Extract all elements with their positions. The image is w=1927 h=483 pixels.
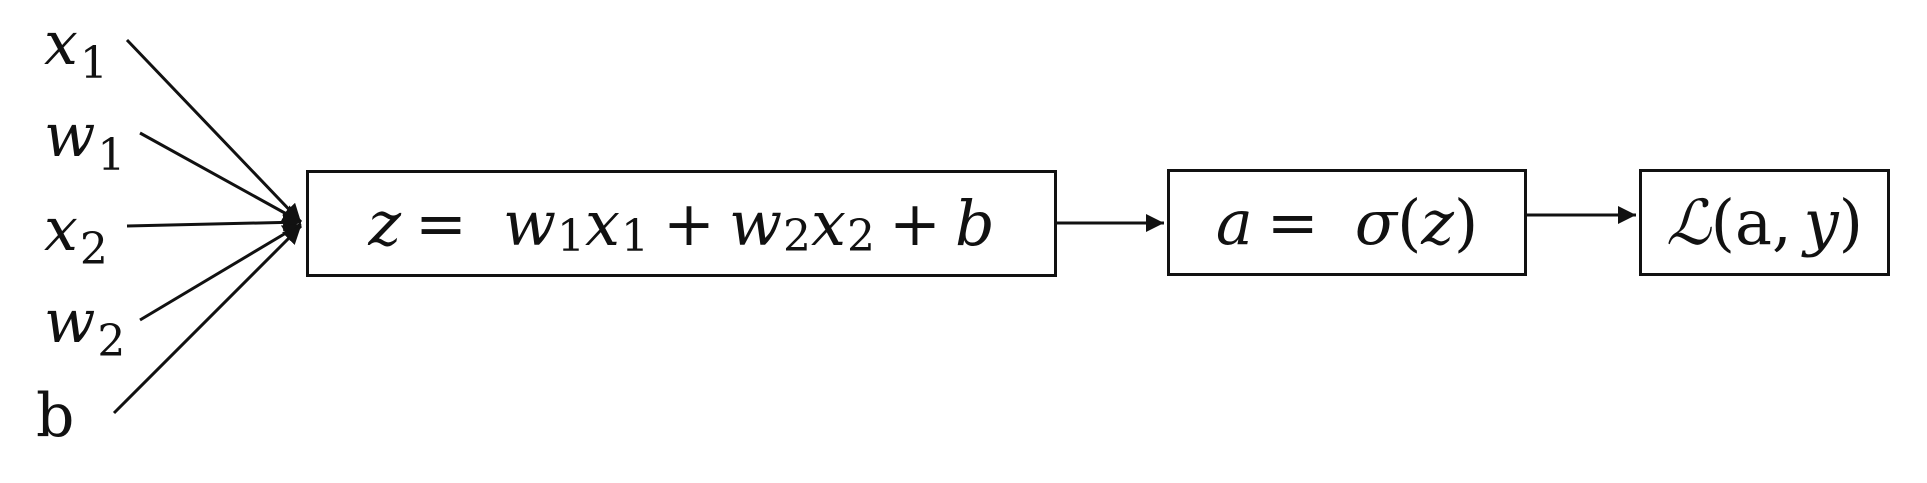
input-w2: w2 bbox=[44, 287, 126, 368]
input-x1: x1 bbox=[44, 9, 108, 90]
edge-b-to-linear bbox=[112, 224, 303, 415]
edge-x2-to-linear bbox=[126, 213, 302, 232]
edge-w1-to-linear bbox=[139, 131, 302, 224]
input-b: b bbox=[36, 381, 75, 451]
input-x2: x2 bbox=[44, 195, 108, 276]
edge-x1-to-linear bbox=[125, 38, 303, 224]
input-w1: w1 bbox=[44, 101, 126, 182]
edge-w2-to-linear bbox=[139, 222, 302, 322]
activation-node: a = σ ( z ) bbox=[1167, 169, 1527, 276]
loss-node: ℒ ( a , y ) bbox=[1639, 169, 1890, 276]
